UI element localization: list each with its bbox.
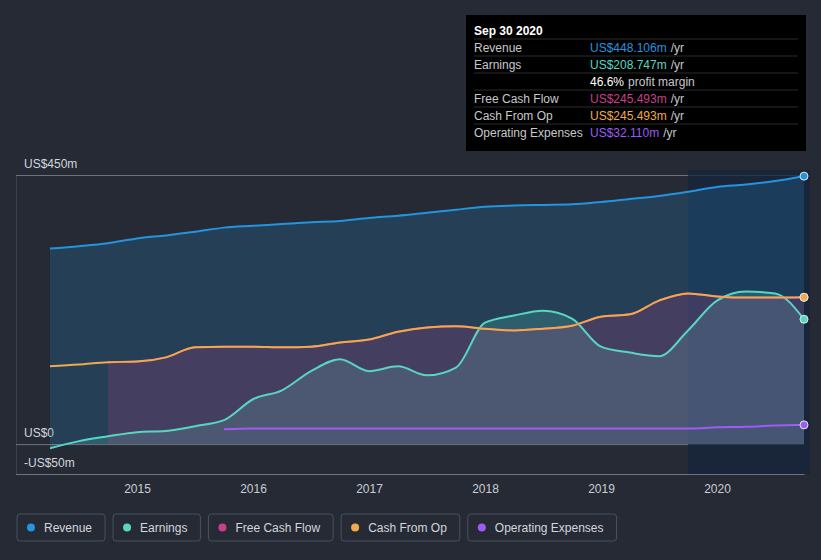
- tooltip-label: Revenue: [474, 41, 522, 55]
- x-tick-label: 2020: [704, 482, 731, 496]
- tooltip-label: Operating Expenses: [474, 126, 583, 140]
- legend-item[interactable]: Cash From Op: [341, 514, 460, 541]
- tooltip-label: Cash From Op: [474, 109, 553, 123]
- end-marker: [800, 293, 808, 301]
- series-area: [108, 293, 804, 444]
- grid-line: [16, 444, 804, 445]
- legend-button[interactable]: [17, 514, 105, 541]
- tooltip-unit: profit margin: [628, 75, 695, 89]
- tooltip-separator: [474, 90, 798, 91]
- end-marker: [800, 172, 808, 180]
- x-tick-label: 2016: [240, 482, 267, 496]
- x-tick: 2016: [240, 474, 267, 496]
- y-tick: US$450m: [16, 157, 804, 176]
- x-tick: 2015: [124, 474, 151, 496]
- x-tick-label: 2017: [356, 482, 383, 496]
- tooltip-separator: [474, 39, 798, 40]
- tooltip-box: [466, 15, 806, 151]
- y-axis: US$450m US$0 -US$50m: [16, 157, 804, 475]
- tooltip-separator: [474, 73, 798, 74]
- series-area: [50, 292, 804, 449]
- y-tick: -US$50m: [16, 456, 804, 475]
- tooltip-title: Sep 30 2020: [474, 24, 543, 38]
- series-line: [50, 176, 804, 248]
- x-axis-line: [51, 474, 805, 475]
- legend: Revenue Earnings Free Cash Flow Cash From O…: [17, 514, 617, 541]
- tooltip-separator: [474, 56, 798, 57]
- tooltip-label: Free Cash Flow: [474, 92, 559, 106]
- legend-label: Earnings: [140, 521, 187, 535]
- tooltip-unit: /yr: [671, 92, 684, 106]
- tooltip-separator: [474, 107, 798, 108]
- grid-line: [16, 175, 804, 176]
- tooltip-unit: /yr: [671, 109, 684, 123]
- legend-label: Cash From Op: [368, 521, 447, 535]
- x-tick: 2018: [472, 474, 499, 496]
- x-axis: 2015 2016 2017 2018 2019 2020: [51, 474, 805, 496]
- legend-button[interactable]: [113, 514, 200, 541]
- grid-line: [16, 474, 804, 475]
- tooltip-unit: /yr: [663, 126, 676, 140]
- legend-swatch: [478, 524, 486, 532]
- legend-item[interactable]: Operating Expenses: [468, 514, 617, 541]
- y-tick-label: US$450m: [24, 157, 77, 171]
- plot-area: [50, 170, 810, 474]
- tooltip-unit: /yr: [671, 41, 684, 55]
- tooltip-value: US$32.110m: [590, 126, 659, 140]
- x-tick-label: 2015: [124, 482, 151, 496]
- legend-button[interactable]: [208, 514, 333, 541]
- legend-label: Revenue: [44, 521, 92, 535]
- legend-label: Free Cash Flow: [235, 521, 320, 535]
- x-tick: 2020: [704, 474, 731, 496]
- legend-swatch: [123, 524, 131, 532]
- legend-label: Operating Expenses: [495, 521, 604, 535]
- y-tick-label: US$0: [24, 426, 54, 440]
- tooltip-value: US$208.747m: [590, 58, 667, 72]
- series-area: [50, 176, 804, 444]
- tooltip-value: 46.6%: [590, 75, 624, 89]
- x-tick-label: 2018: [472, 482, 499, 496]
- y-tick-label: -US$50m: [24, 456, 75, 470]
- x-tick-label: 2019: [588, 482, 615, 496]
- y-axis-line: [16, 176, 17, 475]
- tooltip-value: US$245.493m: [590, 92, 667, 106]
- tooltip-value: US$245.493m: [590, 109, 667, 123]
- series-line: [224, 425, 804, 429]
- tooltip: Sep 30 2020 Revenue US$448.106m/yr Earnings…: [466, 15, 806, 151]
- background: [0, 0, 821, 560]
- series-line: [50, 293, 804, 366]
- series-line: [50, 292, 804, 449]
- legend-button[interactable]: [468, 514, 617, 541]
- end-marker: [800, 421, 808, 429]
- end-marker: [800, 315, 808, 323]
- legend-item[interactable]: Free Cash Flow: [208, 514, 333, 541]
- end-marker: [800, 293, 808, 301]
- tooltip-label: Earnings: [474, 58, 521, 72]
- tooltip-separator: [474, 124, 798, 125]
- tooltip-unit: /yr: [671, 58, 684, 72]
- legend-item[interactable]: Revenue: [17, 514, 105, 541]
- x-tick: 2017: [356, 474, 383, 496]
- legend-button[interactable]: [341, 514, 460, 541]
- legend-swatch: [27, 524, 35, 532]
- tooltip-value: US$448.106m: [590, 41, 667, 55]
- legend-swatch: [218, 524, 226, 532]
- series-line: [108, 293, 804, 362]
- x-tick: 2019: [588, 474, 615, 496]
- legend-swatch: [351, 524, 359, 532]
- chart: US$450mUS$0-US$50m2015201620172018201920…: [0, 0, 821, 560]
- legend-item[interactable]: Earnings: [113, 514, 200, 541]
